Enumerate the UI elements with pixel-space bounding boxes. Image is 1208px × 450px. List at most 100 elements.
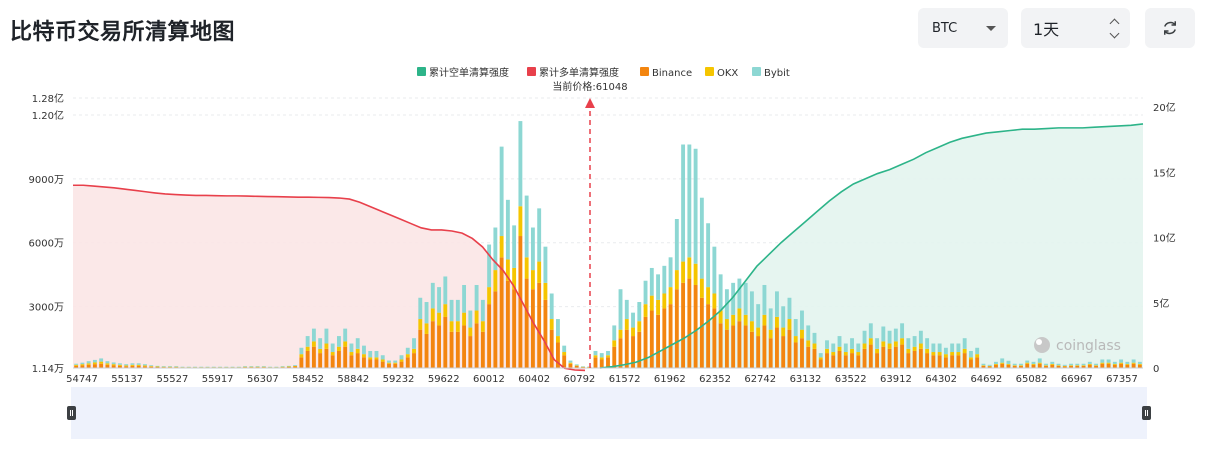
- bybit-bar: [950, 343, 955, 353]
- okx-bar: [549, 319, 554, 330]
- okx-bar: [355, 348, 360, 354]
- bybit-bar: [455, 299, 460, 322]
- bybit-bar: [925, 338, 930, 349]
- x-tick-label: 61572: [609, 374, 641, 385]
- okx-bar: [543, 282, 548, 300]
- bybit-bar: [161, 366, 166, 367]
- binance-bar: [574, 365, 579, 368]
- okx-bar: [687, 257, 692, 279]
- bybit-bar: [293, 365, 298, 366]
- okx-bar: [881, 341, 886, 347]
- symbol-select[interactable]: BTC: [918, 8, 1008, 48]
- binance-bar: [443, 316, 448, 368]
- bybit-bar: [1006, 360, 1011, 364]
- bybit-bar: [806, 325, 811, 341]
- okx-bar: [74, 364, 79, 366]
- okx-bar: [1081, 365, 1086, 366]
- okx-bar: [593, 355, 598, 358]
- bybit-bar: [168, 366, 172, 367]
- binance-bar: [549, 329, 554, 368]
- okx-bar: [318, 348, 323, 354]
- okx-bar: [261, 366, 266, 368]
- okx-bar: [268, 367, 273, 368]
- x-tick-label: 54747: [66, 374, 98, 385]
- okx-bar: [1137, 363, 1142, 365]
- binance-bar: [1100, 363, 1105, 368]
- bybit-bar: [962, 338, 967, 349]
- okx-bar: [800, 329, 804, 339]
- okx-bar: [674, 270, 679, 290]
- binance-bar: [843, 355, 848, 368]
- binance-bar: [92, 364, 97, 368]
- okx-bar: [918, 343, 923, 349]
- binance-bar: [712, 308, 717, 368]
- okx-bar: [681, 261, 686, 283]
- bybit-bar: [543, 246, 548, 283]
- okx-bar: [99, 361, 104, 364]
- x-tick-label: 55137: [111, 374, 143, 385]
- bybit-bar: [186, 366, 191, 368]
- refresh-button[interactable]: [1145, 8, 1195, 48]
- bybit-bar: [712, 246, 717, 294]
- okx-bar: [906, 348, 911, 354]
- binance-bar: [912, 350, 917, 368]
- bybit-bar: [437, 287, 441, 313]
- binance-bar: [612, 346, 617, 368]
- binance-bar: [956, 355, 961, 368]
- okx-bar: [1094, 365, 1099, 366]
- bybit-bar: [681, 144, 686, 262]
- bybit-bar: [487, 244, 492, 288]
- okx-bar: [581, 366, 585, 368]
- okx-bar: [1062, 365, 1067, 367]
- okx-bar: [937, 352, 942, 356]
- bybit-bar: [387, 360, 391, 363]
- binance-bar: [831, 355, 836, 368]
- slider-left-handle[interactable]: [67, 406, 76, 420]
- binance-bar: [86, 364, 91, 368]
- okx-bar: [606, 355, 610, 358]
- chart-legend[interactable]: 累计空单清算强度 累计多单清算强度 Binance OKX Bybit: [417, 66, 790, 79]
- binance-bar: [674, 289, 679, 368]
- x-tick-label: 60792: [563, 374, 595, 385]
- binance-bar: [881, 346, 886, 368]
- bybit-bar: [493, 227, 498, 271]
- bybit-bar: [768, 308, 773, 330]
- bybit-bar: [249, 366, 254, 367]
- binance-bar: [437, 325, 441, 368]
- bybit-bar: [305, 336, 310, 347]
- binance-bar: [699, 297, 704, 368]
- okx-bar: [299, 354, 304, 358]
- okx-bar: [1056, 365, 1061, 366]
- okx-bar: [768, 329, 773, 339]
- bybit-bar: [243, 366, 248, 367]
- okx-bar: [230, 367, 235, 368]
- binance-bar: [399, 361, 404, 368]
- slider-right-handle[interactable]: [1142, 406, 1151, 420]
- y-left-tick-label: 6000万: [29, 239, 64, 250]
- x-tick-label: 64692: [970, 374, 1002, 385]
- binance-bar: [368, 359, 373, 368]
- okx-bar: [962, 348, 967, 354]
- okx-bar: [843, 352, 848, 356]
- binance-bar: [618, 338, 623, 368]
- okx-bar: [1050, 363, 1055, 365]
- symbol-select-value: BTC: [932, 20, 958, 36]
- binance-bar: [324, 348, 329, 368]
- short-cumulative-line: [599, 123, 1144, 369]
- okx-bar: [612, 340, 617, 347]
- okx-bar: [218, 367, 222, 368]
- okx-bar: [180, 367, 185, 368]
- okx-bar: [568, 362, 573, 364]
- okx-bar: [599, 357, 604, 360]
- binance-bar: [581, 366, 585, 368]
- binance-bar: [737, 321, 742, 368]
- bybit-bar: [762, 284, 767, 315]
- binance-bar: [1037, 363, 1042, 368]
- range-slider[interactable]: [67, 387, 1151, 439]
- okx-bar: [518, 206, 523, 237]
- bybit-bar: [199, 366, 204, 368]
- binance-bar: [556, 342, 560, 368]
- binance-bar: [1050, 364, 1055, 368]
- period-select[interactable]: 1天: [1021, 8, 1130, 48]
- binance-bar: [1069, 365, 1073, 368]
